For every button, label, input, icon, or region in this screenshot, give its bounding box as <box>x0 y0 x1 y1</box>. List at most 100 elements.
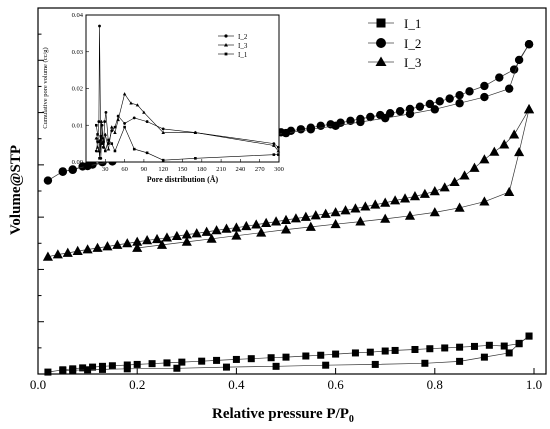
desorption-point <box>429 207 440 217</box>
adsorption-point <box>122 238 133 248</box>
adsorption-point <box>380 197 391 207</box>
desorption-line <box>137 109 530 249</box>
adsorption-point <box>296 125 306 134</box>
legend-label-i-3: I_3 <box>404 55 421 70</box>
main-legend: I_1 I_2 I_3 <box>368 16 421 70</box>
desorption-point <box>514 55 524 65</box>
main-x-axis-title: Relative pressure P/P0 <box>212 406 354 425</box>
adsorption-point <box>395 107 405 116</box>
adsorption-point <box>92 242 103 252</box>
inset-point <box>145 151 149 155</box>
adsorption-point <box>415 102 425 111</box>
adsorption-point <box>391 346 399 354</box>
inset-x-ticks: 30 60 90 120 150 180 210 240 270 300 <box>102 159 284 173</box>
desorption-point <box>231 230 242 240</box>
legend-marker-square-icon <box>376 18 386 28</box>
inset-plot-frame <box>85 14 280 163</box>
desorption-point <box>306 125 315 134</box>
adsorption-point <box>211 225 222 235</box>
adsorption-point <box>381 347 389 355</box>
adsorption-point <box>399 193 411 203</box>
adsorption-line <box>47 335 530 373</box>
desorption-point <box>206 233 217 243</box>
desorption-point <box>83 161 92 171</box>
adsorption-point <box>499 139 510 149</box>
inset-x-tick-label: 120 <box>158 166 168 173</box>
adsorption-point <box>112 239 123 249</box>
adsorption-point <box>449 176 460 187</box>
adsorption-point <box>439 182 450 192</box>
adsorption-point <box>213 356 221 364</box>
inset-x-axis-title: Pore distribution (Å) <box>147 175 219 184</box>
x-tick-label: 1.0 <box>526 377 542 392</box>
desorption-point <box>371 360 379 368</box>
inset-x-tick-label: 210 <box>216 166 226 173</box>
desorption-point <box>430 105 439 114</box>
main-x-axis-title-text: Relative pressure P/P <box>212 406 349 422</box>
inset-point <box>129 101 133 105</box>
inset-point <box>135 103 140 107</box>
adsorption-point <box>469 162 480 172</box>
inset-point <box>98 157 101 160</box>
inset-point <box>109 125 114 129</box>
adsorption-point <box>221 223 232 233</box>
desorption-point <box>68 165 77 174</box>
inset-point <box>94 123 98 127</box>
inset-point <box>276 145 280 149</box>
desorption-point <box>59 367 67 375</box>
inset-point <box>132 147 136 151</box>
adsorption-point <box>82 244 93 254</box>
inset-legend-triangle-icon <box>224 43 228 47</box>
series-i-3 <box>42 104 535 261</box>
adsorption-point <box>317 351 325 359</box>
adsorption-point <box>485 341 493 349</box>
adsorption-point <box>251 219 262 229</box>
desorption-point <box>524 40 534 49</box>
adsorption-point <box>366 112 375 122</box>
inset-point <box>277 153 280 156</box>
adsorption-point <box>509 129 520 139</box>
desorption-point <box>456 357 464 365</box>
adsorption-point <box>151 233 163 244</box>
adsorption-point <box>43 176 53 185</box>
adsorption-point <box>435 97 444 106</box>
adsorption-point <box>390 195 401 205</box>
desorption-point <box>280 224 292 234</box>
desorption-point <box>514 146 525 157</box>
inset-point <box>104 149 107 153</box>
adsorption-point <box>241 220 252 231</box>
adsorption-point <box>198 357 206 365</box>
adsorption-point <box>52 249 63 259</box>
adsorption-point <box>500 342 508 350</box>
legend-item-i-3: I_3 <box>368 55 421 70</box>
adsorption-point <box>89 363 97 371</box>
inset-point <box>98 24 101 28</box>
inset-legend: I_2 I_3 I_1 <box>218 33 248 59</box>
legend-item-i-2: I_2 <box>368 36 421 51</box>
inset-x-tick-label: 300 <box>274 166 284 173</box>
inset-point <box>161 130 165 134</box>
inset-point <box>100 142 104 145</box>
adsorption-point <box>42 251 53 261</box>
inset-point <box>110 142 114 145</box>
legend-label-i-2: I_2 <box>404 36 421 51</box>
inset-point <box>272 143 276 147</box>
inset-point <box>145 120 149 123</box>
desorption-point <box>504 186 515 196</box>
adsorption-point <box>231 222 242 232</box>
adsorption-point <box>62 247 73 257</box>
adsorption-point <box>426 345 434 353</box>
desorption-point <box>322 361 330 369</box>
adsorption-point <box>300 211 311 221</box>
adsorption-point <box>133 360 141 368</box>
adsorption-point <box>459 170 470 180</box>
inset-point <box>97 120 101 123</box>
desorption-point <box>380 213 391 223</box>
adsorption-point <box>191 228 202 238</box>
adsorption-point <box>79 364 87 372</box>
series-i-1 <box>44 332 533 376</box>
inset-y-tick-label: 0.01 <box>72 122 83 129</box>
adsorption-point <box>201 226 212 236</box>
desorption-point <box>58 167 67 176</box>
adsorption-point <box>310 210 321 220</box>
